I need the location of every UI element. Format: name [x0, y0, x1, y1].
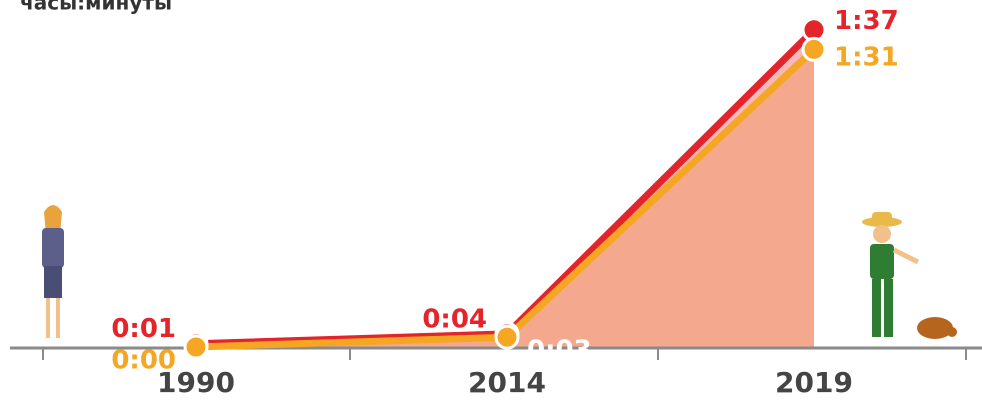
- value-label: 0:01: [111, 314, 176, 344]
- woman-illustration: [42, 205, 64, 338]
- farmer-illustration: [862, 212, 957, 339]
- chart-title: часы:минуты: [20, 0, 172, 15]
- axis-ticks: [43, 348, 966, 360]
- chart: часы:минуты 0:010:041:370:000:031:311990…: [0, 0, 982, 402]
- x-tick-label: 2019: [775, 366, 853, 399]
- value-label: 0:04: [422, 304, 487, 334]
- value-label: 1:31: [834, 42, 899, 72]
- value-label: 1:37: [834, 6, 899, 36]
- data-point: [496, 326, 518, 348]
- lower-area: [196, 49, 814, 347]
- data-point: [803, 38, 825, 60]
- value-label: 0:03: [527, 336, 592, 366]
- x-tick-label: 2014: [468, 366, 546, 399]
- x-tick-label: 1990: [157, 366, 235, 399]
- data-point: [185, 336, 207, 358]
- plot-area: [196, 30, 814, 347]
